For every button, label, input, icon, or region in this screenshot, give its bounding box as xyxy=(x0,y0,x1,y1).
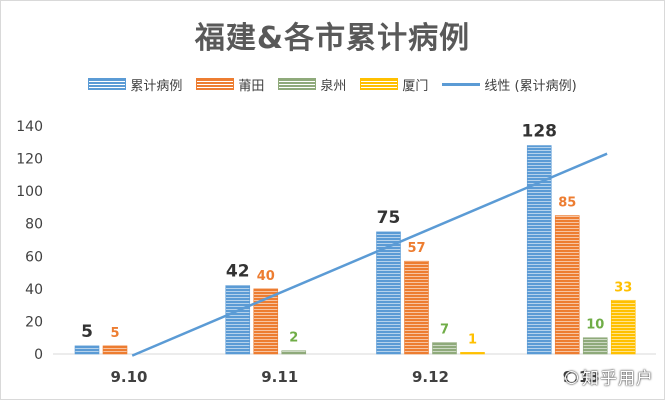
zhihu-logo-icon: ◉ xyxy=(564,366,580,387)
legend-label-cumulative: 累计病例 xyxy=(130,78,183,94)
data-label: 2 xyxy=(289,331,298,346)
data-label: 128 xyxy=(522,122,558,142)
x-tick-label: 9.10 xyxy=(110,368,147,386)
legend-item-putian: 莆田 xyxy=(196,75,264,94)
x-tick-label: 9.12 xyxy=(412,368,449,386)
bar xyxy=(281,350,307,355)
y-tick-label: 0 xyxy=(34,347,43,363)
y-tick-label: 100 xyxy=(16,184,43,200)
x-tick-label: 9.13 xyxy=(563,368,600,386)
data-label: 5 xyxy=(110,326,119,341)
x-tick-label: 9.11 xyxy=(261,368,298,386)
bar xyxy=(102,345,128,355)
bar xyxy=(460,352,485,355)
data-label: 5 xyxy=(81,322,93,342)
data-label: 33 xyxy=(614,280,632,295)
data-label: 42 xyxy=(226,262,250,282)
legend-item-quanzhou: 泉州 xyxy=(278,75,346,94)
bar xyxy=(376,231,401,355)
data-label: 75 xyxy=(377,208,401,228)
watermark: ◉ 知乎用户 xyxy=(564,364,654,390)
bar xyxy=(610,299,636,355)
legend-swatch-putian xyxy=(196,78,235,90)
legend-label-putian: 莆田 xyxy=(238,78,265,94)
data-label: 40 xyxy=(257,269,275,284)
legend-swatch-quanzhou xyxy=(278,78,317,90)
y-tick-label: 40 xyxy=(25,282,43,298)
y-tick-label: 120 xyxy=(16,152,43,168)
bar xyxy=(582,337,608,355)
bar xyxy=(432,342,457,355)
chart-legend: 累计病例 莆田 泉州 厦门 线性 (累计病例) xyxy=(1,73,664,95)
data-label: 1 xyxy=(468,332,477,347)
legend-label-quanzhou: 泉州 xyxy=(320,78,347,94)
data-label: 10 xyxy=(586,318,604,333)
data-label: 57 xyxy=(407,241,425,256)
bar xyxy=(526,145,552,355)
y-tick-label: 140 xyxy=(16,119,43,135)
legend-item-cumulative: 累计病例 xyxy=(88,75,182,94)
data-label: 7 xyxy=(440,323,449,338)
watermark-text: 知乎用户 xyxy=(582,369,654,389)
legend-swatch-cumulative xyxy=(88,78,127,90)
data-label: 85 xyxy=(558,196,576,211)
bar xyxy=(74,345,100,355)
bar xyxy=(253,288,279,355)
chart-title: 福建&各市累计病例 xyxy=(194,21,471,56)
legend-swatch-xiamen xyxy=(360,78,399,90)
bar xyxy=(225,285,251,355)
legend-item-trendline: 线性 (累计病例) xyxy=(442,75,577,94)
trendline xyxy=(131,152,608,357)
legend-label-xiamen: 厦门 xyxy=(402,78,429,94)
legend-item-xiamen: 厦门 xyxy=(360,75,428,94)
bar xyxy=(404,260,429,355)
y-tick-label: 80 xyxy=(25,217,43,233)
y-tick-label: 20 xyxy=(25,314,43,330)
y-tick-label: 60 xyxy=(25,249,43,265)
legend-label-trendline: 线性 (累计病例) xyxy=(484,78,577,94)
bar xyxy=(554,215,580,355)
legend-swatch-trendline xyxy=(442,82,481,86)
